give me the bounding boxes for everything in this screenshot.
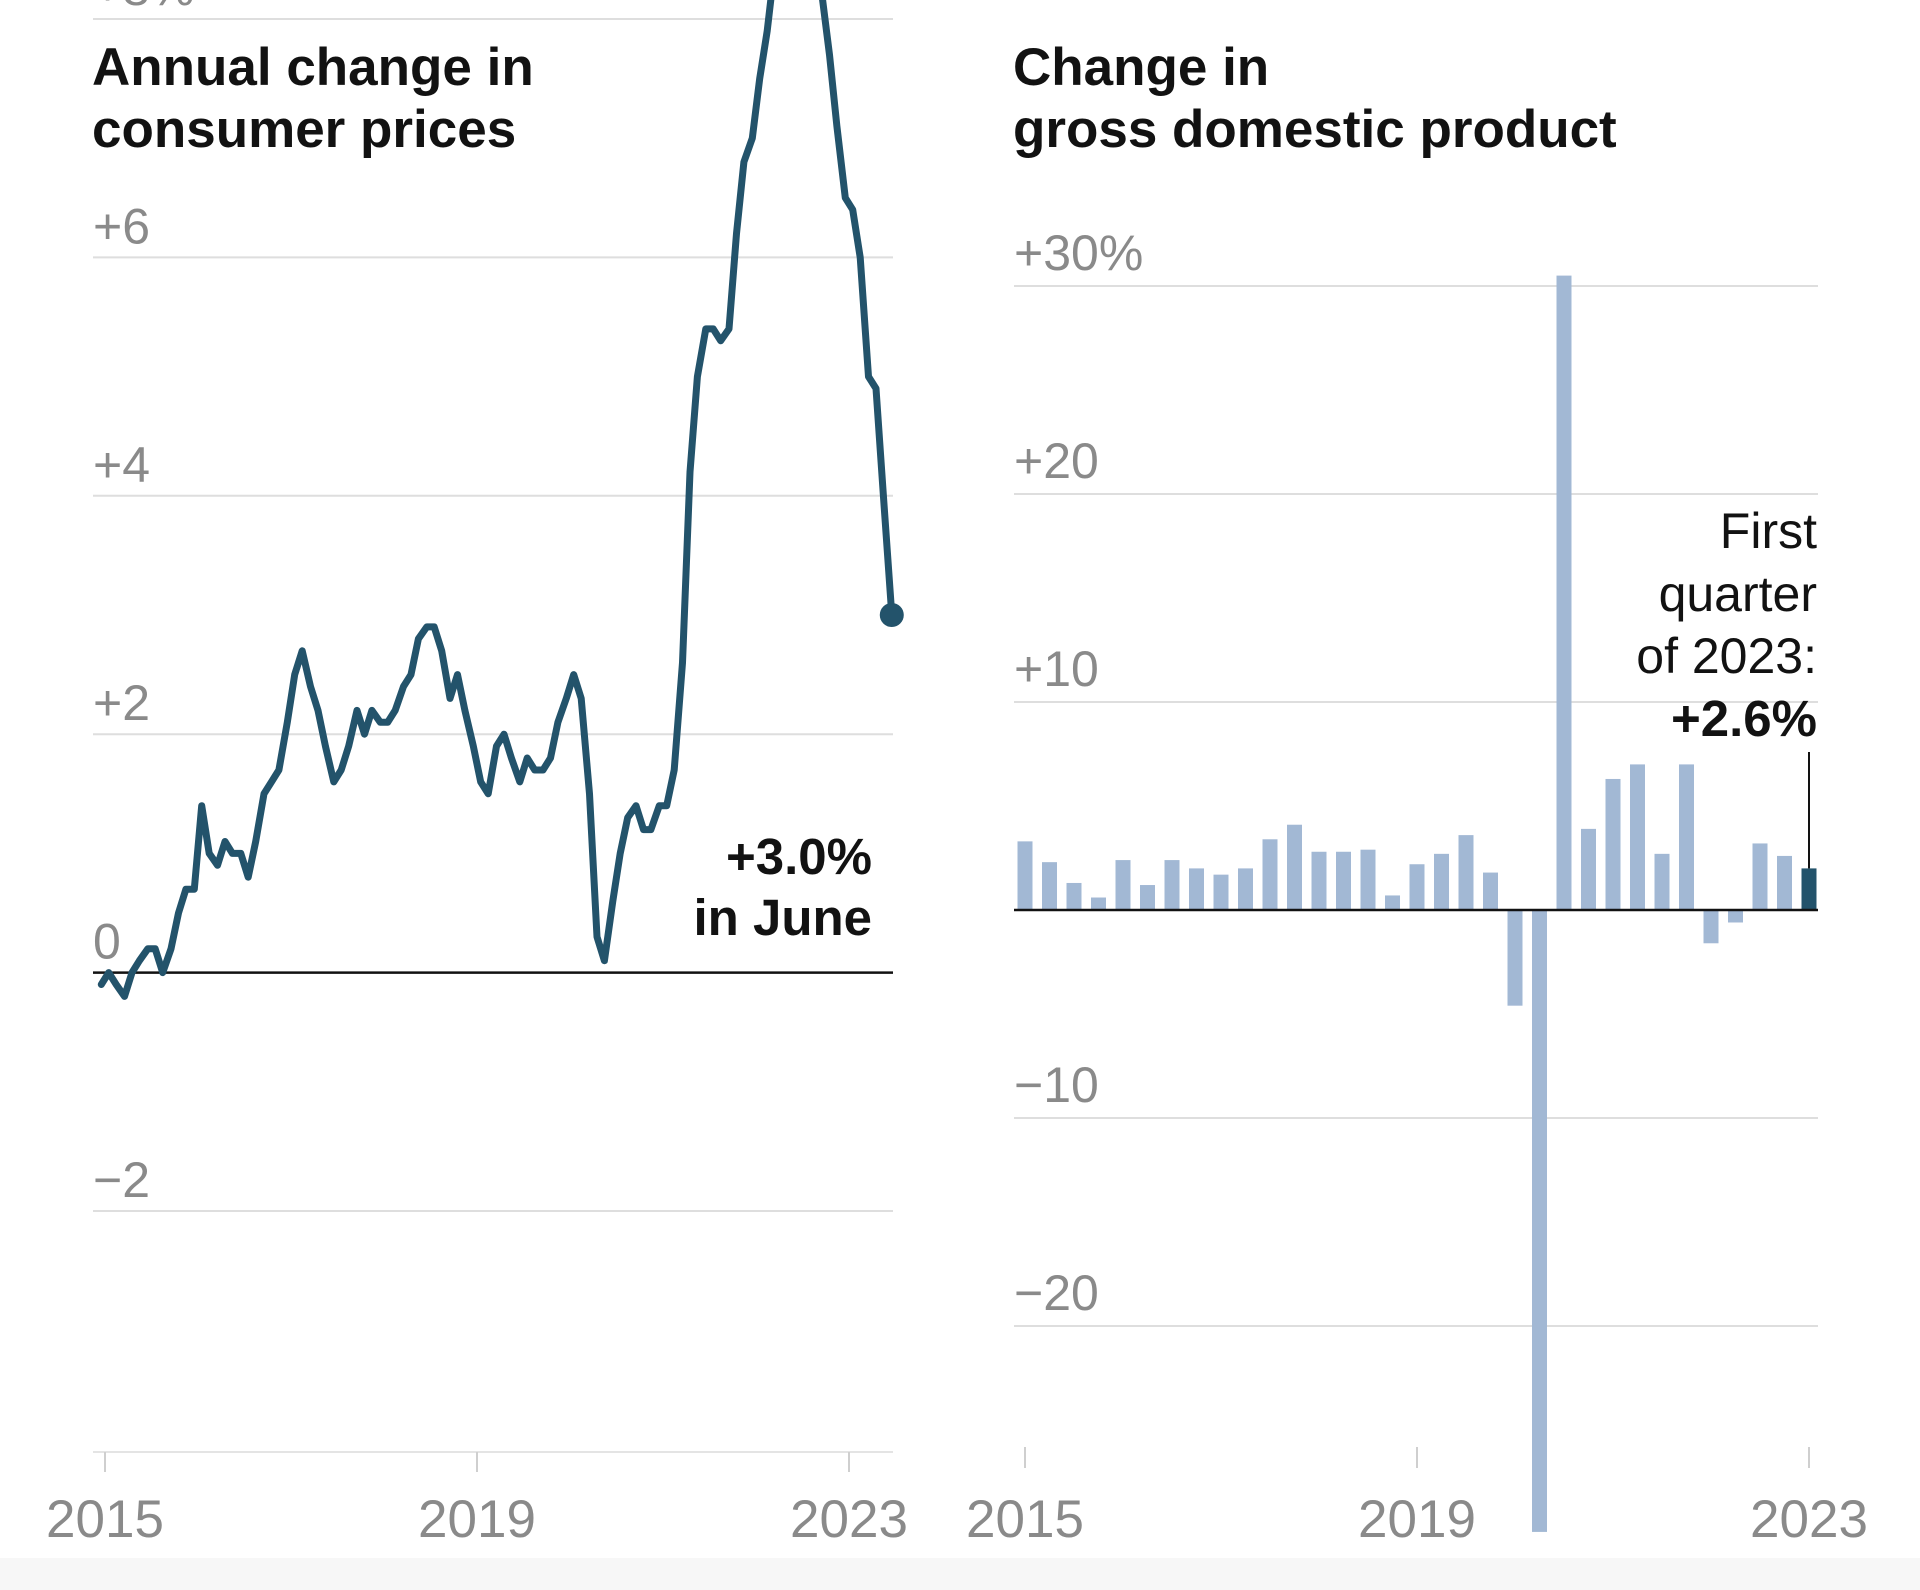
x-tick-label: 2023: [790, 1490, 908, 1549]
x-tick-label: 2015: [46, 1490, 164, 1549]
gdp-bar: [1703, 910, 1719, 944]
gdp-bar: [1385, 895, 1400, 910]
gdp-bar: [1213, 874, 1229, 910]
annotation-value: +2.6%: [1671, 690, 1817, 747]
gdp-bar: [1287, 824, 1302, 910]
gdp-bar: [1752, 843, 1768, 910]
gdp-bar: [1311, 851, 1327, 910]
gdp-bar: [1728, 910, 1743, 923]
y-tick-label: −10: [1014, 1057, 1099, 1113]
gdp-bar: [1434, 853, 1449, 910]
x-tick-label: 2019: [1358, 1490, 1476, 1549]
x-tick-label: 2019: [418, 1490, 536, 1549]
gdp-bar: [1360, 849, 1376, 910]
gdp-bar: [1336, 851, 1351, 910]
title-line: Annual change in: [92, 38, 534, 97]
gdp-bar: [1409, 864, 1425, 910]
y-tick-label: +4: [93, 437, 150, 493]
gdp-bar: [1238, 868, 1253, 910]
x-tick-label: 2023: [1750, 1490, 1868, 1549]
y-tick-label: +20: [1014, 433, 1099, 489]
y-tick-label: +8%: [93, 0, 194, 16]
gdp-bar: [1458, 835, 1474, 910]
y-tick-label: +6: [93, 198, 150, 254]
gdp-bar: [1017, 841, 1033, 910]
title-line: gross domestic product: [1013, 100, 1617, 159]
cpi-line-chart: +8% +6 +4 +2 0 −2 2015 2019 2023 +3.0%in June: [46, 0, 908, 1549]
y-tick-label: 0: [93, 914, 121, 970]
gdp-bar: [1483, 872, 1498, 910]
gdp-bar: [1654, 853, 1670, 910]
annotation-label: of 2023:: [1636, 628, 1817, 684]
gdp-bar: [1556, 275, 1572, 911]
gdp-bar: [1066, 882, 1082, 910]
gdp-bar-highlight: [1801, 868, 1817, 910]
annotation-label: in June: [693, 889, 872, 946]
y-tick-label: +2: [93, 675, 150, 731]
gdp-bar: [1777, 855, 1792, 910]
gdp-bar: [1042, 862, 1057, 910]
gdp-bar: [1262, 839, 1278, 910]
cpi-series-line: [97, 0, 896, 1000]
annotation-label: quarter: [1659, 566, 1817, 622]
gdp-bar: [1091, 897, 1106, 910]
y-tick-label: +30%: [1014, 225, 1143, 281]
gdp-bar: [1164, 860, 1180, 910]
gdp-bar: [1605, 778, 1621, 910]
gdp-bar: [1189, 868, 1204, 910]
bottom-strip: [0, 1558, 1920, 1590]
title-line: consumer prices: [92, 100, 517, 159]
gdp-bar: [1581, 828, 1596, 910]
gdp-bar: [1507, 910, 1523, 1006]
x-tick-label: 2015: [966, 1490, 1084, 1549]
chart-title-gdp: Change in gross domestic product: [1013, 37, 1833, 161]
y-tick-label: −20: [1014, 1265, 1099, 1321]
y-tick-label: +10: [1014, 641, 1099, 697]
title-line: Change in: [1013, 38, 1270, 97]
annotation-value: +3.0%: [726, 828, 872, 885]
gdp-bar: [1532, 910, 1547, 1532]
gdp-bar: [1679, 764, 1694, 910]
annotation-label: First: [1720, 503, 1817, 559]
latest-value-dot: [879, 603, 904, 627]
gdp-bar: [1630, 764, 1645, 910]
gdp-bar-chart: +30% +20 +10 −10 −20 2015 2019 2023 First quarter…: [966, 225, 1868, 1549]
chart-title-consumer-prices: Annual change in consumer prices: [92, 37, 912, 161]
gdp-bar: [1115, 860, 1131, 910]
y-tick-label: −2: [93, 1152, 150, 1208]
gdp-bar: [1140, 885, 1155, 910]
